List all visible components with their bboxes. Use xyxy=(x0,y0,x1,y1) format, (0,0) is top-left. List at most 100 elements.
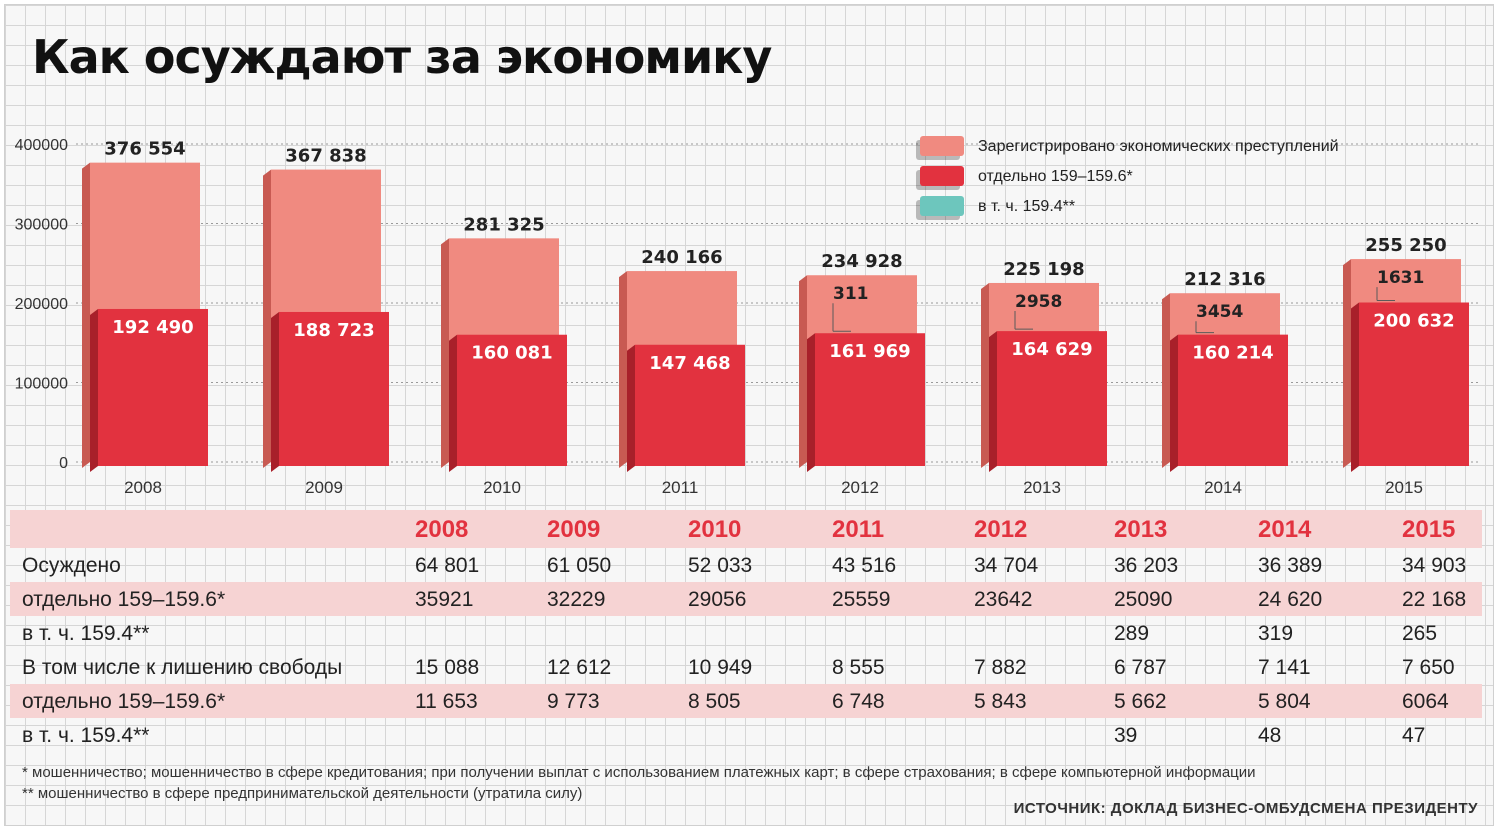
table-cell: 9 773 xyxy=(547,690,600,713)
x-tick-label: 2012 xyxy=(841,478,879,497)
table-header-year: 2015 xyxy=(1402,516,1456,543)
table-row-159-4: в т. ч. 159.4** 289 319 265 xyxy=(10,616,1482,650)
table-row-imprisonment-fraud: отдельно 159–159.6* 11 653 9 773 8 505 6… xyxy=(10,684,1482,718)
bar-fraud-face xyxy=(1178,334,1288,466)
table-cell: 34 704 xyxy=(974,554,1039,577)
table-cell: 319 xyxy=(1258,622,1294,645)
bar-label-159-4: 3454 xyxy=(1196,302,1243,322)
row-label: в т. ч. 159.4** xyxy=(22,622,150,645)
table-cell: 5 662 xyxy=(1114,690,1167,713)
bar-fraud-side xyxy=(627,344,635,472)
bar-label-fraud: 200 632 xyxy=(1373,310,1454,331)
table-cell: 10 949 xyxy=(688,656,753,679)
row-label: Осуждено xyxy=(22,554,121,577)
bar-fraud-side xyxy=(807,333,815,472)
table-cell: 6064 xyxy=(1402,690,1449,713)
x-tick-label: 2008 xyxy=(124,478,162,497)
x-tick-label: 2010 xyxy=(483,478,521,497)
table-cell: 7 882 xyxy=(974,656,1027,679)
table-cell: 8 555 xyxy=(832,656,885,679)
bar-label-159-4: 1631 xyxy=(1377,268,1424,288)
table-header-year: 2010 xyxy=(688,516,742,543)
row-label: отдельно 159–159.6* xyxy=(22,690,226,713)
table-header-year: 2009 xyxy=(547,516,601,543)
chart-title: Как осуждают за экономику xyxy=(32,30,772,84)
table-cell: 35921 xyxy=(415,588,474,611)
bar-label-registered: 255 250 xyxy=(1365,235,1446,256)
bar-fraud-face xyxy=(279,311,389,466)
x-tick-label: 2015 xyxy=(1385,478,1423,497)
table-header-year: 2012 xyxy=(974,516,1028,543)
x-tick-label: 2014 xyxy=(1204,478,1242,497)
bar-registered-side xyxy=(441,238,449,468)
bar-registered-side xyxy=(799,275,807,468)
bar-label-registered: 281 325 xyxy=(463,214,544,235)
table-cell: 52 033 xyxy=(688,554,753,577)
legend-swatch-159-4 xyxy=(920,196,964,216)
bar-registered-side xyxy=(82,162,90,468)
table-cell: 61 050 xyxy=(547,554,612,577)
table-cell: 289 xyxy=(1114,622,1150,645)
bar-fraud-side xyxy=(1170,334,1178,472)
table-cell: 8 505 xyxy=(688,690,741,713)
table-cell: 64 801 xyxy=(415,554,480,577)
legend-swatch-registered xyxy=(920,136,964,156)
bar-fraud xyxy=(271,311,389,472)
table-cell: 5 843 xyxy=(974,690,1027,713)
legend-swatch-fraud xyxy=(920,166,964,186)
table-row-convicted: Осуждено 64 801 61 050 52 033 43 516 34 … xyxy=(10,548,1482,582)
bar-fraud-side xyxy=(271,311,279,472)
bar-fraud-face xyxy=(635,344,745,466)
bar-label-159-4: 2958 xyxy=(1015,292,1062,312)
bar-label-159-4: 311 xyxy=(833,284,869,304)
table-cell: 39 xyxy=(1114,724,1138,747)
convictions-table: 2008 2009 2010 2011 2012 2013 2014 2015 … xyxy=(10,510,1482,752)
table-row-imprisonment-159-4: в т. ч. 159.4** 39 48 47 xyxy=(10,718,1482,752)
bar-label-registered: 234 928 xyxy=(821,251,902,272)
legend-label-fraud: отдельно 159–159.6* xyxy=(978,168,1133,185)
y-tick-label: 300000 xyxy=(15,217,68,234)
bar-label-fraud: 164 629 xyxy=(1011,339,1092,360)
x-tick-label: 2013 xyxy=(1023,478,1061,497)
table-cell: 34 903 xyxy=(1402,554,1467,577)
table-header-year: 2014 xyxy=(1258,516,1312,543)
bar-registered-side xyxy=(981,282,989,468)
table-cell: 6 787 xyxy=(1114,656,1167,679)
bar-fraud-side xyxy=(449,334,457,472)
bar-fraud xyxy=(1170,334,1288,472)
table-cell: 36 389 xyxy=(1258,554,1323,577)
table-row-imprisonment: В том числе к лишению свободы 15 088 12 … xyxy=(10,650,1482,684)
table-cell: 43 516 xyxy=(832,554,897,577)
bar-registered-side xyxy=(1343,259,1351,468)
table-cell: 36 203 xyxy=(1114,554,1179,577)
footnote: ** мошенничество в сфере предприниматель… xyxy=(22,785,583,802)
x-tick-label: 2011 xyxy=(662,478,699,497)
bar-fraud-side xyxy=(989,331,997,472)
y-tick-label: 400000 xyxy=(15,137,68,154)
table-cell: 12 612 xyxy=(547,656,612,679)
y-tick-label: 0 xyxy=(59,455,68,472)
table-cell: 32229 xyxy=(547,588,606,611)
bar-label-fraud: 188 723 xyxy=(293,320,374,341)
bar-fraud xyxy=(1351,302,1469,472)
table-cell: 23642 xyxy=(974,588,1033,611)
table-header-year: 2011 xyxy=(832,516,885,543)
footnotes: * мошенничество; мошенничество в сфере к… xyxy=(22,762,1256,804)
table-cell: 15 088 xyxy=(415,656,480,679)
bar-label-fraud: 147 468 xyxy=(649,353,730,374)
bar-label-registered: 212 316 xyxy=(1184,269,1265,290)
table-cell: 48 xyxy=(1258,724,1282,747)
bar-label-fraud: 192 490 xyxy=(112,317,193,338)
bar-fraud-face xyxy=(997,331,1107,466)
table-header-row: 2008 2009 2010 2011 2012 2013 2014 2015 xyxy=(10,510,1482,548)
bar-fraud-face xyxy=(98,308,208,466)
bar-label-fraud: 160 214 xyxy=(1192,343,1273,364)
table-cell: 29056 xyxy=(688,588,747,611)
bar-fraud-side xyxy=(90,308,98,472)
bar-fraud xyxy=(627,344,745,472)
table-cell: 24 620 xyxy=(1258,588,1323,611)
bar-registered-side xyxy=(619,271,627,468)
table-header-year: 2008 xyxy=(415,516,469,543)
legend-label-159-4: в т. ч. 159.4** xyxy=(978,198,1076,215)
bar-fraud-face xyxy=(457,334,567,466)
